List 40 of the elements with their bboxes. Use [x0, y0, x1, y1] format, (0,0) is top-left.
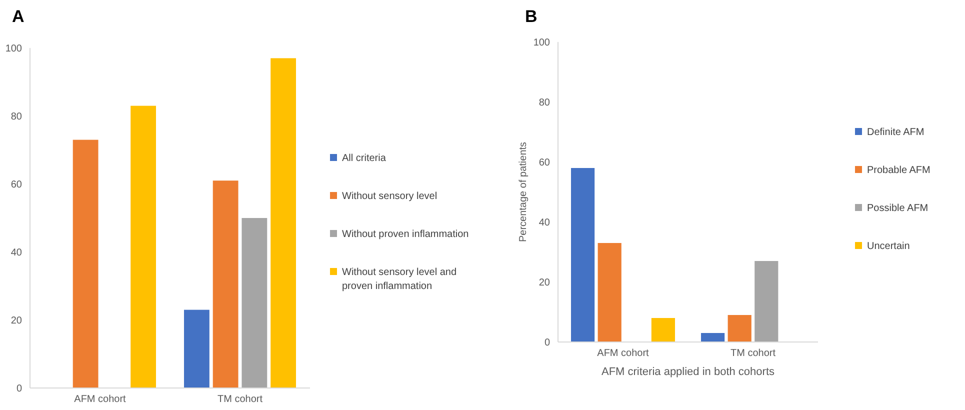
- legend-label: Uncertain: [867, 241, 910, 252]
- y-axis-title: Percentage of patients: [518, 142, 529, 242]
- y-tick-label: 100: [533, 38, 550, 48]
- y-tick-label: 40: [10, 248, 22, 258]
- y-tick-label: 60: [10, 180, 22, 190]
- bar: [270, 58, 296, 388]
- bar: [130, 106, 156, 388]
- y-tick-label: 60: [538, 158, 550, 168]
- x-tick-label: AFM cohort: [74, 394, 126, 405]
- chart-title: A: [12, 7, 24, 26]
- bar: [212, 180, 238, 388]
- bar: [754, 261, 778, 342]
- bar: [242, 218, 268, 388]
- legend-label: Possible AFM: [867, 203, 928, 214]
- bar: [72, 140, 98, 388]
- y-tick-label: 80: [10, 112, 22, 122]
- y-tick-label: 80: [538, 98, 550, 108]
- bar: [571, 168, 595, 342]
- y-tick-label: 40: [538, 218, 550, 228]
- legend-label: All criteria: [342, 153, 386, 164]
- bar: [728, 315, 752, 342]
- bar: [184, 310, 210, 388]
- bar: [701, 333, 725, 342]
- legend-label: Without sensory level: [342, 191, 438, 202]
- chart-title: B: [525, 7, 538, 26]
- y-tick-label: 100: [5, 44, 22, 54]
- bar: [598, 243, 622, 342]
- x-tick-label: TM cohort: [217, 394, 263, 405]
- x-tick-label: TM cohort: [730, 348, 776, 359]
- legend-label: Probable AFM: [867, 165, 930, 176]
- x-tick-label: AFM cohort: [597, 348, 650, 359]
- legend-label: Without proven inflammation: [342, 229, 469, 240]
- legend-label: Without sensory level and proven inflammation: [342, 267, 457, 292]
- x-axis-title: AFM criteria applied in both cohorts: [601, 366, 776, 378]
- y-tick-label: 20: [10, 316, 22, 326]
- y-tick-label: 20: [538, 278, 550, 288]
- legend-label: Definite AFM: [867, 127, 924, 138]
- bar: [651, 318, 675, 342]
- y-tick-label: 0: [544, 338, 550, 348]
- y-tick-label: 0: [16, 384, 22, 394]
